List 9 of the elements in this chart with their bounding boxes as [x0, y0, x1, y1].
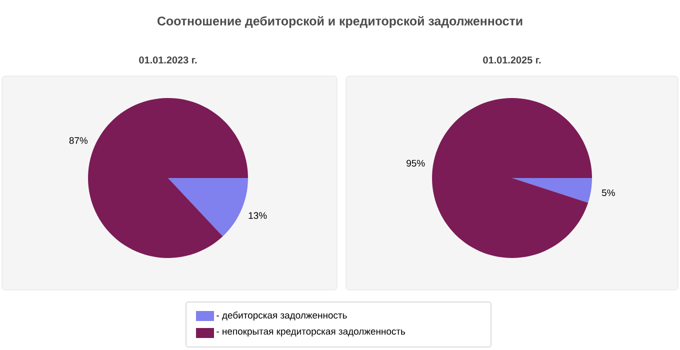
chart-subtitle: 01.01.2023 г. — [139, 56, 197, 64]
legend-label: - дебиторская задолженность — [216, 312, 347, 320]
data-label: 5% — [602, 189, 615, 196]
chart-subtitle: 01.01.2025 г. — [483, 56, 541, 64]
data-label: 13% — [248, 212, 267, 219]
chart-title: Соотношение дебиторской и кредиторской задолженности — [158, 16, 522, 28]
data-label: 87% — [69, 137, 88, 144]
legend-label: - непокрытая кредиторская задолженность — [216, 329, 406, 337]
data-label: 95% — [406, 160, 425, 167]
